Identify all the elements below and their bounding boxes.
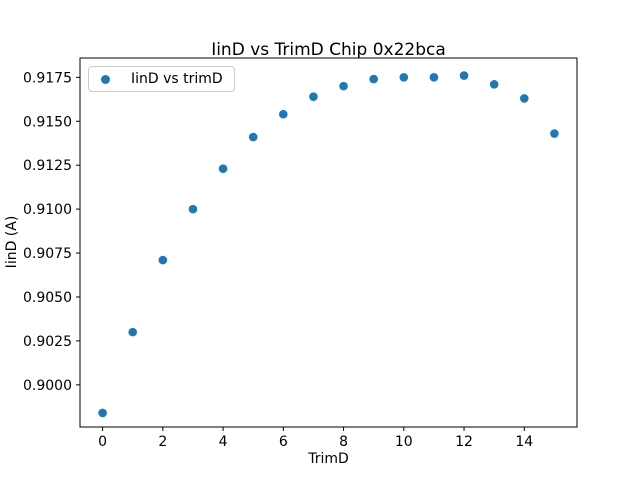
data-point (188, 204, 198, 214)
x-tick-label: 12 (455, 434, 473, 450)
y-tick-label: 0.9050 (23, 290, 72, 306)
data-point (459, 71, 469, 80)
legend: IinD vs trimD (88, 66, 235, 92)
x-tick-label: 2 (158, 434, 167, 450)
x-tick-label: 8 (339, 434, 348, 450)
data-point (399, 73, 409, 82)
y-tick-label: 0.9075 (23, 246, 72, 262)
data-point (369, 74, 378, 84)
legend-label: IinD vs trimD (131, 71, 223, 87)
data-point (248, 132, 258, 142)
data-point (489, 80, 499, 89)
data-point (519, 94, 529, 103)
x-axis-label: TrimD (308, 451, 349, 467)
x-tick-label: 10 (395, 434, 413, 450)
x-tick-label: 4 (219, 434, 228, 450)
data-point (550, 129, 559, 138)
y-tick-label: 0.9100 (23, 202, 72, 218)
data-point (309, 92, 318, 101)
y-tick-label: 0.9000 (23, 378, 72, 394)
data-point (429, 73, 439, 82)
x-tick-label: 0 (98, 434, 107, 450)
y-tick-label: 0.9150 (23, 114, 72, 130)
data-point (218, 164, 228, 173)
y-tick-label: 0.9025 (23, 334, 72, 350)
x-tick-label: 6 (279, 434, 288, 450)
legend-marker-icon (101, 74, 110, 84)
y-tick-label: 0.9125 (23, 158, 72, 174)
plot-spines (79, 57, 578, 428)
y-axis-label: IinD (A) (4, 215, 20, 269)
data-point (128, 327, 138, 337)
data-point (98, 408, 107, 418)
x-tick-label: 14 (515, 434, 533, 450)
data-point (339, 81, 348, 91)
chart-title: IinD vs TrimD Chip 0x22bca (211, 40, 446, 60)
data-point (279, 109, 288, 119)
data-point (158, 255, 168, 265)
y-tick-label: 0.9175 (23, 70, 72, 86)
